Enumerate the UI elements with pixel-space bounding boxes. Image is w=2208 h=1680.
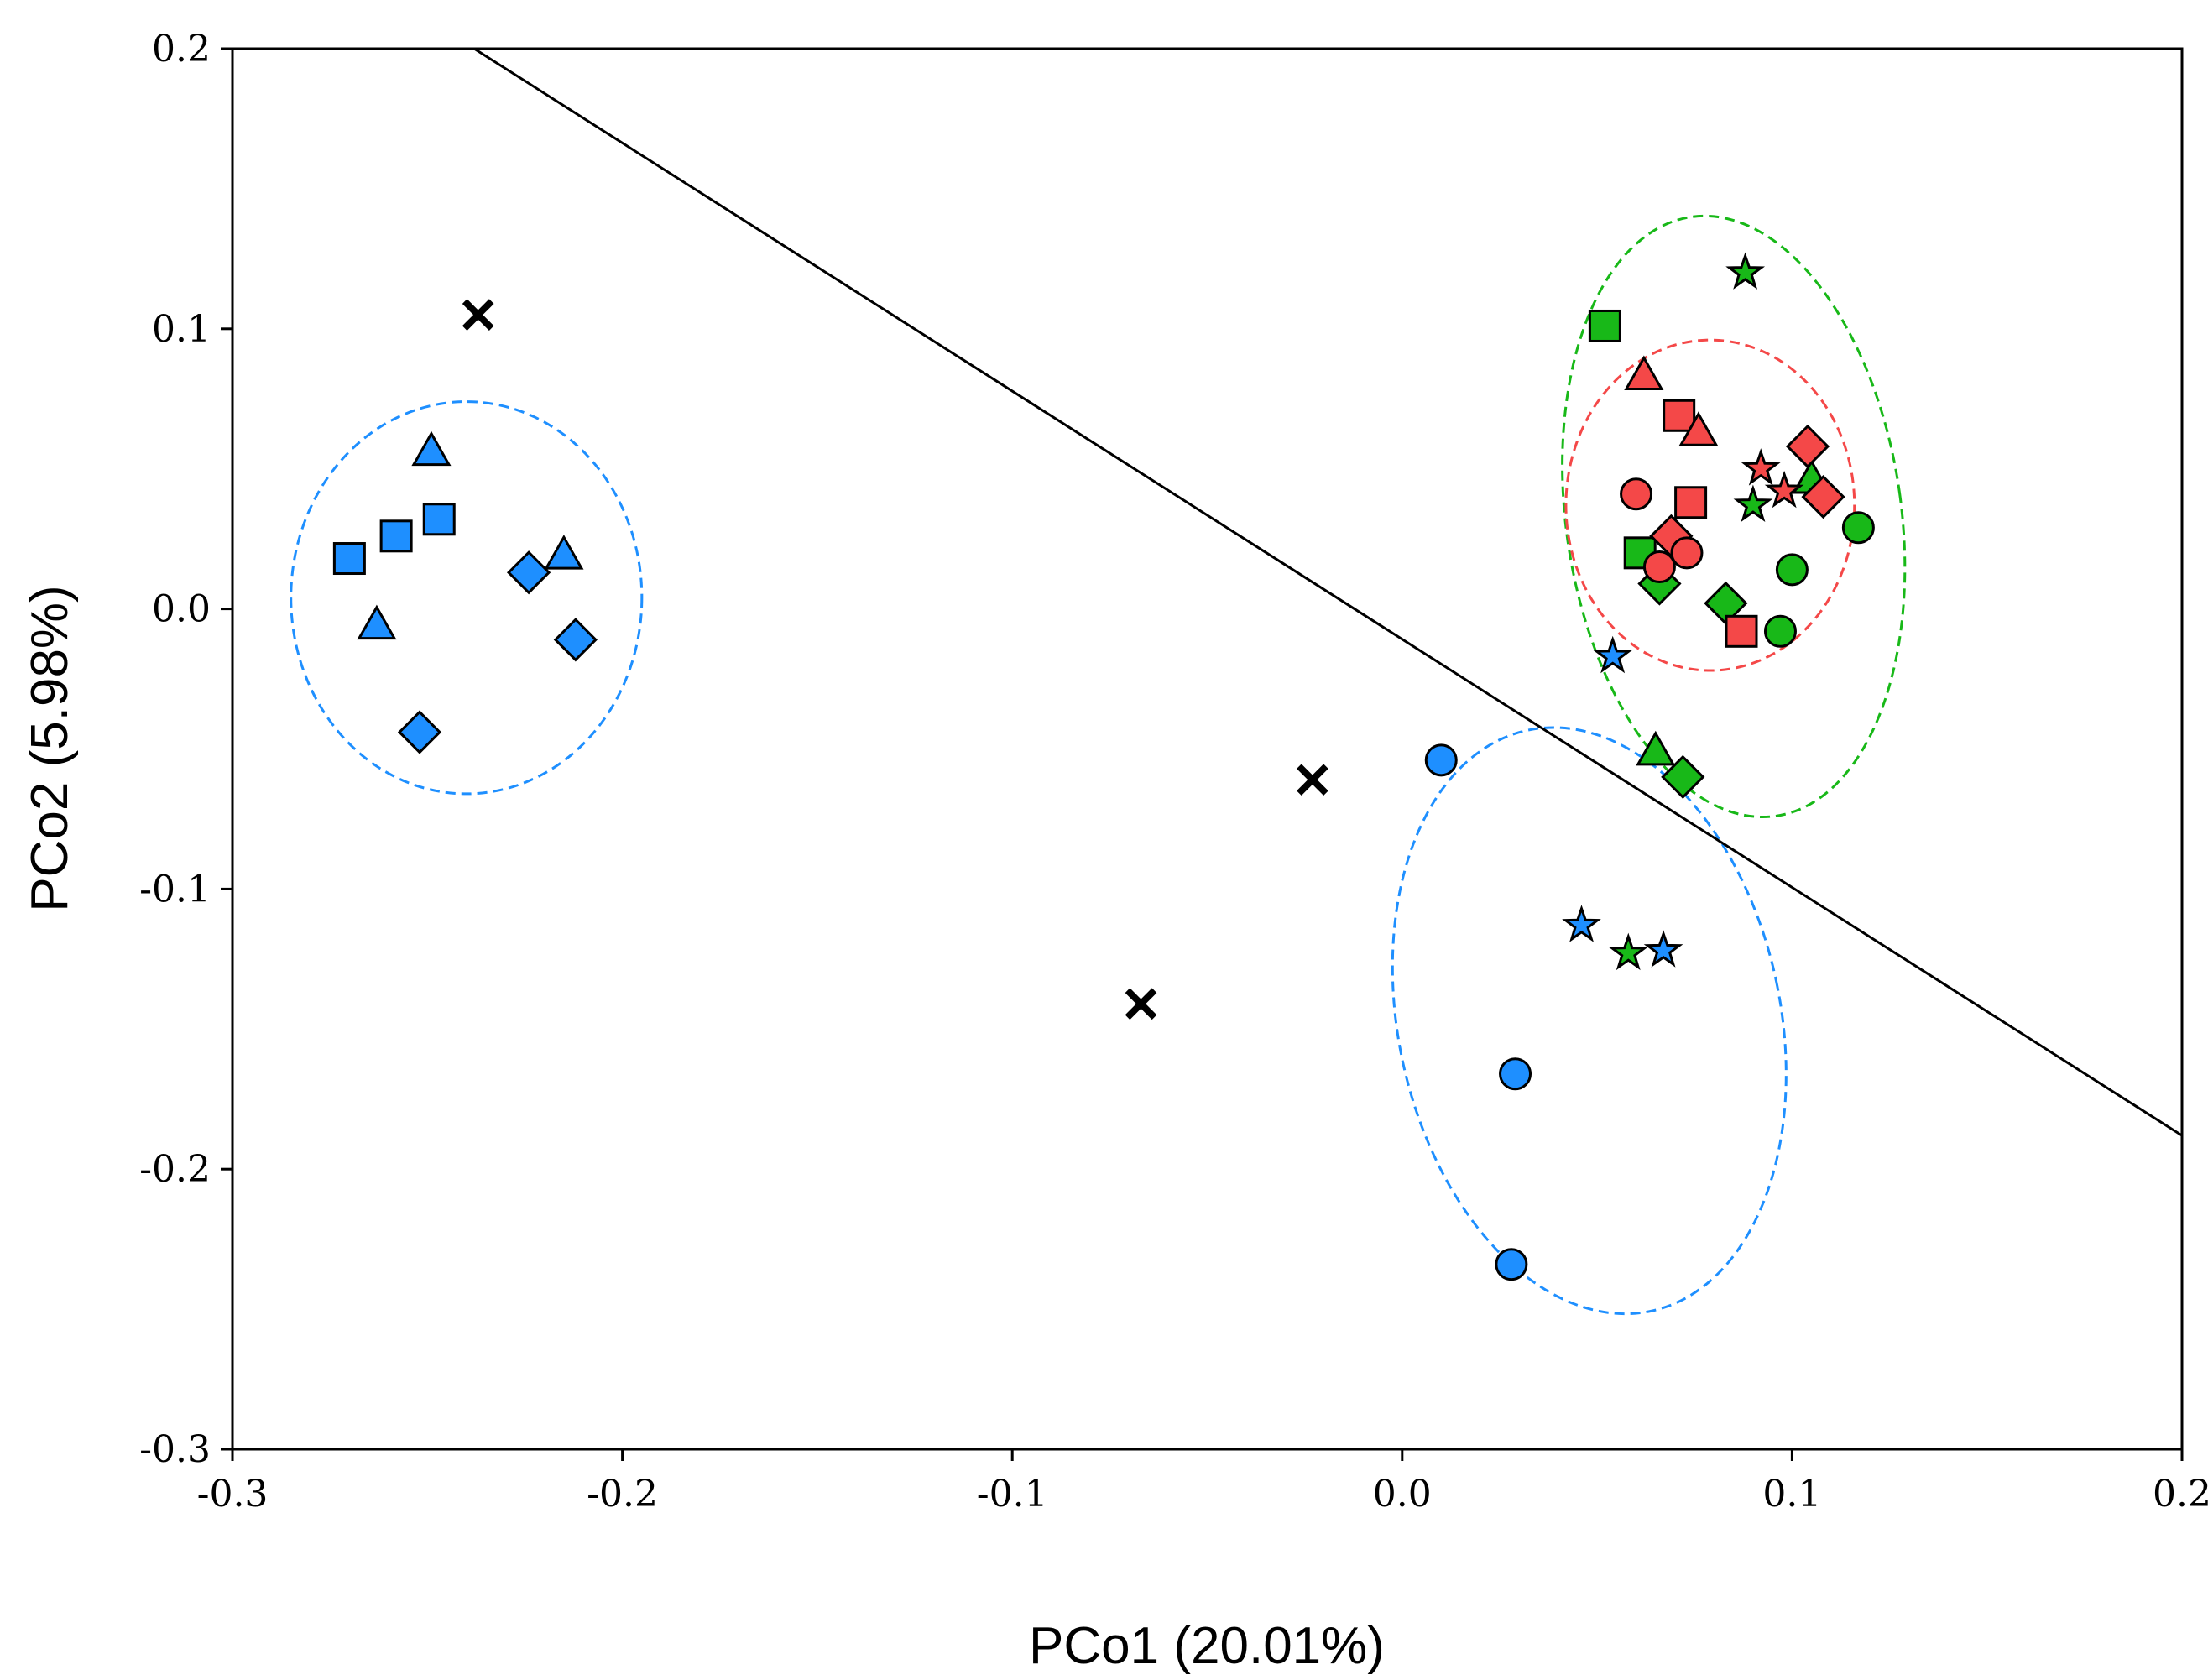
blue-triangle-point bbox=[357, 604, 397, 640]
red-diamond-point bbox=[1785, 424, 1830, 469]
x-tick-label: -0.2 bbox=[587, 1473, 658, 1516]
blue-star-point bbox=[1643, 930, 1683, 968]
red-diamond-point bbox=[1801, 474, 1845, 519]
separation-line bbox=[473, 49, 2182, 1137]
black-x-point bbox=[1297, 764, 1328, 796]
black-x-point bbox=[1125, 988, 1157, 1020]
y-tick-label: 0.1 bbox=[152, 308, 211, 351]
y-tick-label: 0.2 bbox=[152, 28, 211, 70]
green-diamond-point bbox=[1661, 754, 1705, 800]
blue-star-point bbox=[1562, 905, 1601, 942]
red-star-point bbox=[1764, 470, 1804, 509]
blue-diamond-point bbox=[506, 550, 551, 595]
x-tick-label: 0.2 bbox=[2153, 1473, 2208, 1516]
blue-square-point bbox=[379, 519, 413, 553]
blue-circle-point bbox=[1495, 1248, 1528, 1281]
green-square-point bbox=[1588, 309, 1621, 342]
green-cluster-ellipse bbox=[1561, 214, 1907, 819]
blue-triangle-point bbox=[544, 535, 584, 570]
green-star-point bbox=[1725, 252, 1766, 290]
red-circle-point bbox=[1620, 477, 1653, 511]
red-square-point bbox=[1725, 614, 1758, 648]
plot-frame bbox=[231, 47, 2184, 1451]
blue-star-point bbox=[1593, 635, 1633, 674]
y-axis: -0.3 -0.2 -0.1 0.0 0.1 0.2 bbox=[139, 28, 232, 1471]
separation-line-group bbox=[473, 49, 2182, 1137]
red-square-point bbox=[1663, 399, 1696, 432]
data-points bbox=[332, 252, 1875, 1281]
green-circle-point bbox=[1775, 553, 1809, 587]
red-cluster-ellipse bbox=[1564, 338, 1856, 672]
red-circle-point bbox=[1642, 550, 1676, 584]
red-square-point bbox=[1674, 486, 1708, 519]
y-tick-label: -0.3 bbox=[139, 1428, 211, 1471]
green-star-point bbox=[1733, 484, 1773, 523]
x-tick-label: -0.3 bbox=[197, 1473, 269, 1516]
blue-circle-point bbox=[1424, 743, 1458, 777]
blue-triangle-point bbox=[411, 430, 452, 467]
green-circle-point bbox=[1841, 511, 1875, 545]
blue-cluster-ellipse bbox=[290, 400, 644, 796]
blue-cluster-ellipse bbox=[1391, 726, 1788, 1316]
x-tick-label: 0.0 bbox=[1373, 1473, 1432, 1516]
blue-square-point bbox=[332, 542, 366, 576]
blue-circle-point bbox=[1499, 1057, 1532, 1091]
x-axis-title: PCo1 (20.01%) bbox=[1029, 1617, 1385, 1675]
green-circle-point bbox=[1763, 614, 1797, 648]
red-star-point bbox=[1741, 448, 1781, 486]
red-circle-point bbox=[1670, 536, 1704, 570]
y-tick-label: -0.2 bbox=[139, 1148, 211, 1191]
x-axis: -0.3 -0.2 -0.1 0.0 0.1 0.2 bbox=[197, 1449, 2208, 1516]
blue-diamond-point bbox=[397, 710, 442, 754]
x-tick-label: -0.1 bbox=[977, 1473, 1048, 1516]
cluster-ellipses bbox=[290, 214, 1907, 1316]
blue-diamond-point bbox=[553, 618, 598, 662]
x-tick-label: 0.1 bbox=[1762, 1473, 1821, 1516]
red-triangle-point bbox=[1678, 411, 1719, 446]
blue-square-point bbox=[422, 503, 456, 536]
y-tick-label: 0.0 bbox=[152, 588, 211, 631]
black-x-point bbox=[462, 299, 494, 331]
green-triangle-point bbox=[1636, 730, 1676, 766]
red-triangle-point bbox=[1624, 355, 1664, 391]
y-axis-title: PCo2 (5.98%) bbox=[21, 585, 79, 911]
y-tick-label: -0.1 bbox=[139, 868, 211, 910]
green-star-point bbox=[1608, 932, 1648, 971]
